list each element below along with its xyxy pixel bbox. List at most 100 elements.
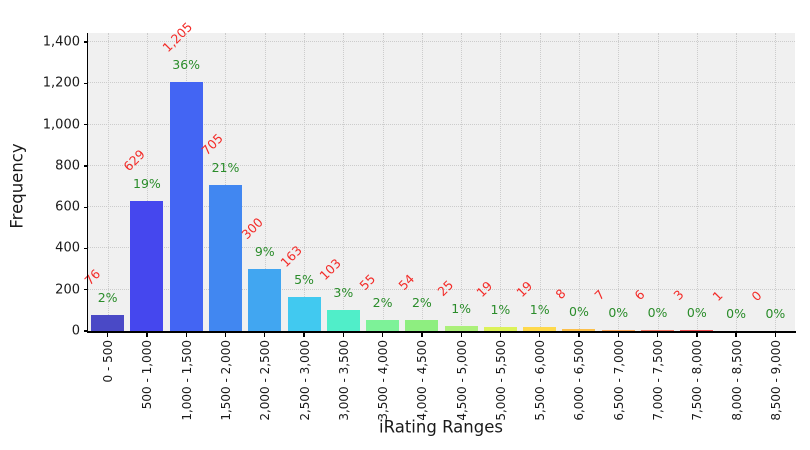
bar-pct-label: 36% [172, 57, 201, 73]
bar-value-label: 1 [709, 287, 726, 304]
x-tick-mark [185, 332, 187, 337]
y-tick-mark [83, 165, 88, 167]
v-gridline [421, 33, 423, 331]
x-tick-label: 4,500 - 5,000 [454, 340, 469, 421]
bar [562, 329, 596, 331]
bar [680, 330, 714, 331]
y-tick-label: 1,400 [42, 34, 80, 50]
h-gridline [88, 82, 795, 84]
bar-pct-label: 21% [211, 160, 240, 176]
x-axis-title: iRating Ranges [379, 417, 503, 437]
bar [248, 269, 282, 331]
x-tick-mark [578, 332, 580, 337]
x-tick-label: 2,000 - 2,500 [258, 340, 273, 421]
v-gridline [736, 33, 738, 331]
h-gridline [88, 41, 795, 42]
bar-pct-label: 0% [765, 306, 786, 321]
y-tick-mark [83, 123, 88, 126]
x-axis-line [87, 331, 796, 333]
bar-value-label: 705 [198, 130, 227, 159]
bar [405, 319, 439, 331]
bar [601, 329, 635, 331]
x-tick-mark [146, 332, 148, 337]
bar [130, 201, 164, 331]
bar [91, 315, 125, 331]
x-tick-label: 3,000 - 3,500 [336, 340, 351, 421]
bar-pct-label: 0% [569, 304, 589, 320]
v-gridline [500, 33, 502, 331]
x-tick-mark [774, 332, 777, 337]
x-tick-label: 1,000 - 1,500 [179, 340, 194, 421]
bar-pct-label: 3% [333, 284, 354, 300]
h-gridline [88, 164, 795, 166]
y-tick-label: 600 [55, 199, 80, 215]
bar [523, 327, 557, 331]
bar-pct-label: 1% [529, 302, 550, 318]
v-gridline [343, 33, 345, 331]
x-tick-mark [107, 332, 109, 337]
bar [366, 319, 400, 331]
x-tick-mark [499, 332, 502, 337]
x-tick-mark [421, 332, 423, 337]
x-tick-label: 8,500 - 9,000 [768, 340, 783, 421]
bar-pct-label: 2% [97, 290, 118, 306]
x-tick-label: 4,000 - 4,500 [415, 340, 430, 421]
bar-pct-label: 9% [254, 244, 275, 260]
v-gridline [304, 33, 306, 331]
v-gridline [657, 33, 659, 331]
bar [326, 309, 360, 331]
y-tick-mark [83, 206, 88, 208]
v-gridline [146, 33, 148, 331]
x-tick-label: 7,000 - 7,500 [651, 340, 666, 421]
v-gridline [225, 33, 227, 331]
bar-value-label: 19 [513, 278, 535, 301]
bar [483, 327, 517, 331]
x-tick-label: 1,500 - 2,000 [218, 340, 233, 421]
v-gridline [264, 33, 266, 331]
bar [444, 325, 478, 331]
v-gridline [578, 33, 580, 331]
x-tick-label: 7,500 - 8,000 [690, 340, 705, 421]
y-tick-label: 400 [55, 240, 80, 256]
v-gridline [618, 33, 620, 331]
y-tick-mark [83, 41, 88, 43]
y-axis-title: Frequency [7, 143, 27, 229]
x-tick-mark [656, 332, 659, 337]
x-tick-label: 500 - 1,000 [140, 340, 155, 410]
x-tick-mark [342, 332, 344, 337]
bar-value-label: 19 [473, 278, 496, 301]
v-gridline [696, 33, 698, 331]
v-gridline [539, 33, 541, 331]
x-tick-label: 5,500 - 6,000 [533, 340, 548, 421]
bar [169, 82, 203, 331]
bar-value-label: 1,205 [159, 19, 196, 56]
y-tick-mark [83, 289, 88, 291]
x-tick-mark [264, 332, 266, 337]
bar-pct-label: 0% [647, 304, 668, 320]
bar-pct-label: 1% [451, 300, 472, 316]
bar-value-label: 629 [120, 146, 148, 175]
bar [208, 185, 242, 331]
x-tick-label: 0 - 500 [101, 340, 116, 383]
y-tick-label: 1,000 [42, 117, 80, 133]
h-gridline [88, 247, 795, 249]
y-tick-mark [83, 330, 88, 332]
h-gridline [88, 123, 795, 125]
bar-value-label: 76 [81, 266, 103, 289]
x-tick-mark [303, 332, 305, 337]
v-gridline [775, 33, 777, 331]
x-tick-label: 3,500 - 4,000 [376, 340, 391, 421]
x-tick-mark [381, 332, 384, 337]
x-tick-label: 8,000 - 8,500 [729, 340, 744, 421]
h-gridline [88, 206, 795, 208]
bar-pct-label: 2% [372, 294, 393, 310]
bar-pct-label: 0% [608, 304, 629, 320]
bar-pct-label: 5% [294, 272, 314, 288]
bar-pct-label: 0% [726, 305, 746, 321]
v-gridline [382, 33, 384, 331]
bar [641, 329, 675, 331]
y-tick-mark [83, 82, 88, 84]
x-tick-mark [696, 332, 698, 337]
bar-pct-label: 0% [686, 305, 707, 321]
x-tick-mark [539, 332, 541, 337]
